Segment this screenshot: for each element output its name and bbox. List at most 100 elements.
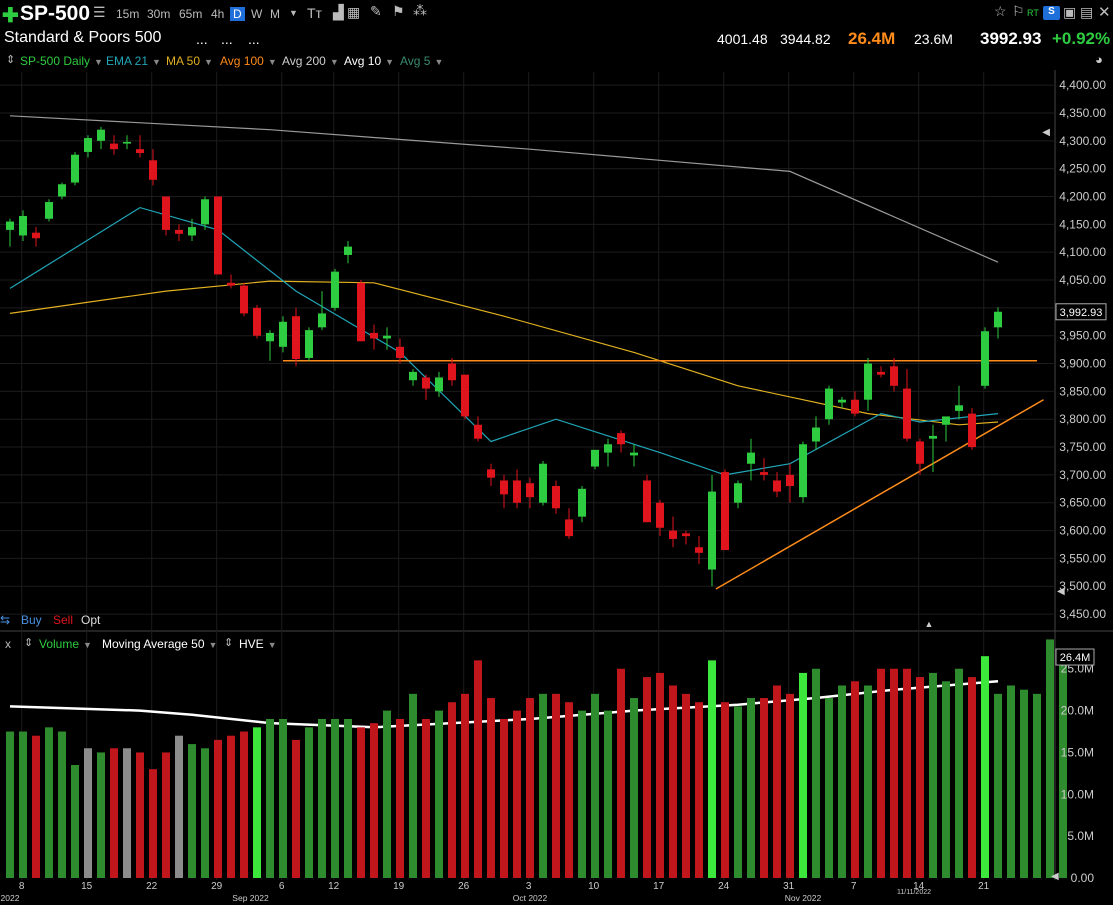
chevron-down-icon[interactable]: ▼ — [208, 640, 218, 650]
share-icon[interactable]: ⁂ — [413, 2, 427, 18]
volume-bar — [565, 702, 573, 878]
volume-label: Volume — [39, 637, 80, 651]
candle-body — [344, 246, 352, 255]
chevron-down-icon[interactable]: ▼ — [204, 57, 213, 67]
candle-body — [71, 154, 79, 183]
volume-bar — [474, 660, 482, 878]
dots-1[interactable]: ... — [196, 31, 208, 47]
candle-body — [968, 413, 976, 448]
star-icon[interactable]: ☆ — [994, 3, 1007, 19]
last-price-tag: 3,992.93 — [1060, 307, 1103, 319]
close-volume-button[interactable]: x — [5, 637, 11, 651]
indicator-ma50[interactable]: MA 50 ▼ — [166, 54, 213, 68]
sell-button[interactable]: Sell — [53, 613, 74, 627]
print-icon[interactable]: ▤ — [1080, 4, 1094, 20]
tab-daily[interactable]: D — [230, 7, 245, 21]
volume-bar — [643, 677, 651, 878]
sync-icon[interactable]: S — [1043, 6, 1060, 20]
chart-type-icon[interactable]: ▟ — [333, 4, 344, 20]
month-label: Nov 2022 — [785, 893, 822, 903]
tab-weekly[interactable]: W — [251, 7, 263, 21]
indicator-avg200[interactable]: Avg 200 ▼ — [282, 54, 339, 68]
x-tick-label: 29 — [211, 881, 223, 892]
indicator-avg10[interactable]: Avg 10 ▼ — [344, 54, 394, 68]
candle-body — [721, 472, 729, 551]
chevron-down-icon[interactable]: ▼ — [94, 57, 103, 67]
indicator-avg5[interactable]: Avg 5 ▼ — [400, 54, 443, 68]
tab-30m[interactable]: 30m — [147, 7, 171, 21]
indicator-avg10-label: Avg 10 — [344, 54, 382, 68]
candle-body — [58, 184, 66, 197]
indicator-ema21[interactable]: EMA 21 ▼ — [106, 54, 161, 68]
indicator-price-label: SP-500 Daily — [20, 54, 91, 68]
chevron-down-icon[interactable]: ▼ — [267, 57, 277, 67]
volume-bar — [97, 752, 105, 878]
trade-arrows-icon[interactable]: ⇆ — [0, 613, 11, 627]
trend-line — [715, 399, 1044, 590]
tab-4h[interactable]: 4h — [211, 7, 225, 21]
candle-body — [435, 377, 443, 392]
x-tick-label: 8 — [19, 881, 25, 892]
candle-body — [474, 424, 482, 439]
candle-body — [500, 480, 508, 495]
volume-bar — [877, 668, 885, 878]
volume-bar — [266, 718, 274, 878]
candle-body — [383, 335, 391, 339]
indicator-price[interactable]: SP-500 Daily ▼ — [20, 54, 103, 68]
chevron-down-icon[interactable]: ▼ — [385, 57, 395, 67]
volume-bar — [214, 739, 222, 878]
volume-bar — [539, 693, 547, 878]
buy-button[interactable]: Buy — [21, 613, 42, 627]
chevron-down-icon[interactable]: ▼ — [267, 640, 277, 650]
flag-icon[interactable]: ⚑ — [392, 3, 405, 19]
volume-bar — [1046, 639, 1054, 878]
candle-body — [32, 232, 40, 239]
chevron-down-icon[interactable]: ▼ — [152, 57, 161, 67]
volume-bar — [838, 685, 846, 878]
candle-body — [708, 491, 716, 570]
volume-indicator[interactable]: Volume ▼ — [39, 637, 92, 651]
indicator-avg200-label: Avg 200 — [282, 54, 326, 68]
candle-body — [487, 469, 495, 478]
volume-bar — [851, 681, 859, 878]
add-symbol-icon[interactable]: ✚ — [2, 5, 19, 27]
timeframe-dropdown-icon[interactable]: ▼ — [289, 8, 298, 18]
x-tick-label: 15 — [81, 881, 93, 892]
list-icon[interactable]: ☰ — [93, 4, 106, 20]
volume-bar — [500, 718, 508, 878]
calculator-icon[interactable]: ▦ — [347, 4, 361, 20]
symbol-title[interactable]: SP-500 — [20, 2, 91, 25]
volume-bar — [58, 731, 66, 878]
chevron-down-icon[interactable]: ▼ — [83, 640, 92, 650]
tab-monthly[interactable]: M — [270, 7, 280, 21]
palette-icon[interactable]: ◕ — [1095, 52, 1103, 67]
volume-bar — [305, 727, 313, 878]
candle-body — [799, 444, 807, 498]
dots-3[interactable]: ... — [248, 31, 260, 47]
updown-icon[interactable]: ⇕ — [224, 637, 234, 649]
dots-2[interactable]: ... — [221, 31, 233, 47]
indicator-avg100-label: Avg 100 — [220, 54, 264, 68]
hve-indicator[interactable]: HVE ▼ — [239, 637, 277, 651]
chevron-down-icon[interactable]: ▼ — [434, 57, 444, 67]
candle-body — [240, 285, 248, 314]
indicator-avg100[interactable]: Avg 100 ▼ — [220, 54, 277, 68]
volume-ma-indicator[interactable]: Moving Average 50 ▼ — [102, 637, 217, 651]
chevron-down-icon[interactable]: ▼ — [329, 57, 339, 67]
save-icon[interactable]: ▣ — [1063, 4, 1077, 20]
text-tool-icon[interactable]: Tт — [307, 5, 322, 21]
volume-bar — [552, 693, 560, 878]
alert-icon[interactable]: ⚐ — [1012, 3, 1025, 19]
options-button[interactable]: Opt — [81, 613, 101, 627]
tab-15m[interactable]: 15m — [116, 7, 140, 21]
close-icon[interactable]: ✕ — [1098, 4, 1111, 21]
candle-body — [97, 129, 105, 141]
draw-pencil-icon[interactable]: ✎ — [370, 3, 382, 19]
candle-body — [773, 480, 781, 492]
candle-body — [175, 229, 183, 234]
updown-icon[interactable]: ⇕ — [24, 637, 34, 649]
candle-body — [994, 311, 1002, 328]
candle-body — [981, 331, 989, 386]
tab-65m[interactable]: 65m — [179, 7, 203, 21]
updown-icon[interactable]: ⇕ — [6, 54, 16, 66]
